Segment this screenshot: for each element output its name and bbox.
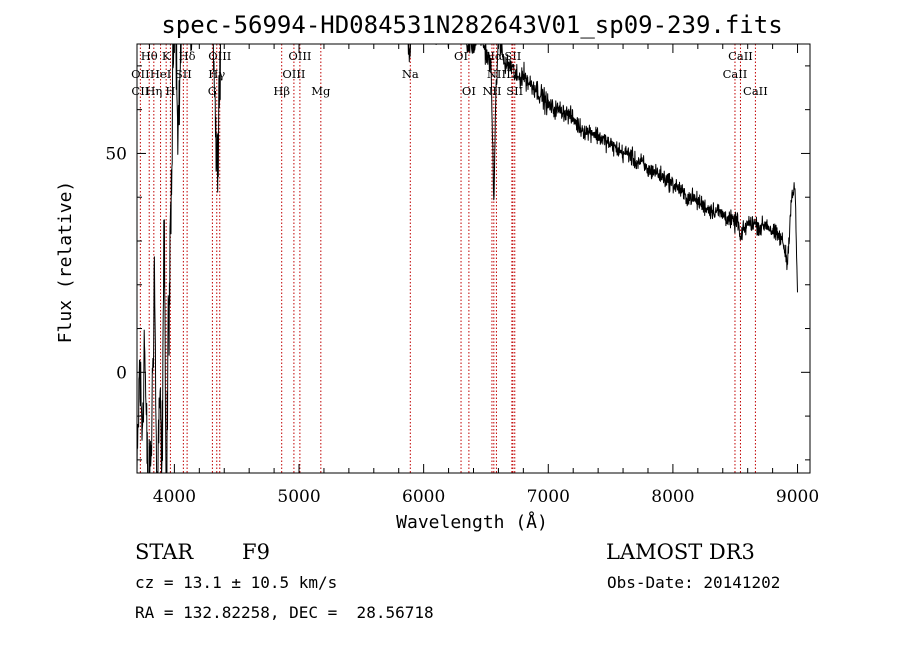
spectrum-layer [137,44,798,473]
y-tick-label: 50 [105,144,127,164]
line-label: SII [504,49,521,63]
line-label: Mg [311,84,331,98]
line-label: OI [462,84,476,98]
line-label: Hγ [208,67,225,81]
line-label: Na [402,67,419,81]
line-label: OI [454,49,468,63]
survey-name: LAMOST DR3 [606,540,755,564]
redshift-readout: cz = 13.1 ± 10.5 km/s [135,573,338,592]
line-label: OIII [282,67,305,81]
y-tick-label: 0 [116,363,127,383]
x-tick-label: 5000 [277,487,320,507]
observation-date: Obs-Date: 20141202 [607,573,781,592]
line-label: Hβ [273,84,290,98]
line-label: CaII [728,49,753,63]
line-label: Hη [145,84,162,98]
x-tick-label: 8000 [651,487,694,507]
line-label: HeI [150,67,171,81]
line-label: CaII [743,84,768,98]
coordinates-readout: RA = 132.82258, DEC = 28.56718 [135,603,434,622]
x-axis-label: Wavelength (Å) [396,511,548,533]
x-tick-label: 6000 [402,487,445,507]
spectrum-line [137,44,798,473]
y-axis-label: Flux (relative) [55,181,76,344]
line-label: SII [175,67,192,81]
line-label: OII [131,67,150,81]
line-label: SII [506,84,523,98]
line-label: Hθ [141,49,158,63]
plot-frame [136,43,811,474]
chart-title: spec-56994-HD084531N282643V01_sp09-239.f… [161,11,782,39]
axes: 400050006000700080009000050100 [105,43,819,507]
line-label: K [162,49,171,63]
x-tick-label: 7000 [527,487,570,507]
line-label: OIII [288,49,311,63]
object-class: STAR [135,540,194,564]
line-label: CaII [723,67,748,81]
x-tick-label: 4000 [153,487,196,507]
line-label: G [208,84,217,98]
object-subclass: F9 [242,540,270,564]
x-tick-label: 9000 [776,487,819,507]
line-label: H [165,84,175,98]
line-label: CII [131,84,149,98]
line-label: Li [506,67,518,81]
